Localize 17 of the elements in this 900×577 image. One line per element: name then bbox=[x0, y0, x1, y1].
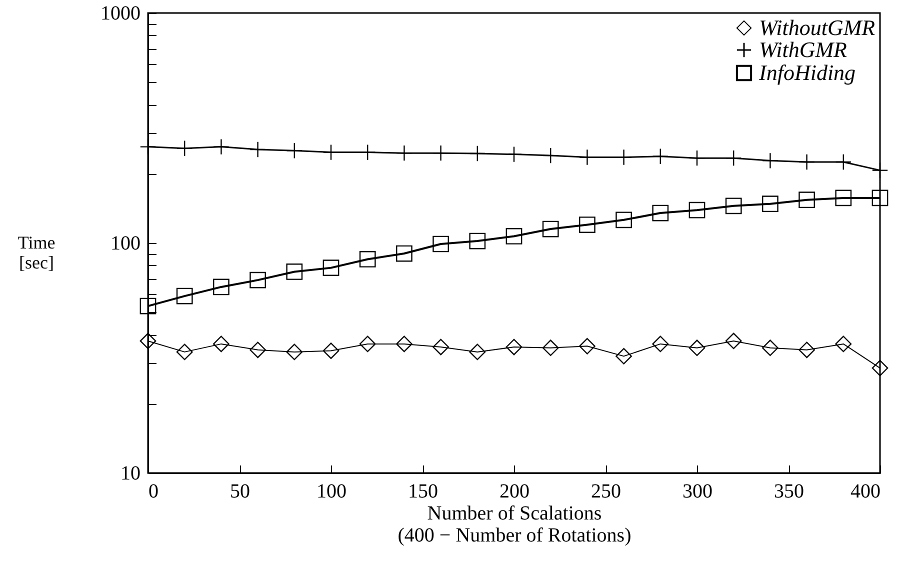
legend-label: InfoHiding bbox=[758, 60, 856, 85]
legend-label: WithGMR bbox=[759, 37, 848, 62]
x-tick-label: 150 bbox=[408, 480, 438, 502]
x-tick-label: 100 bbox=[316, 480, 346, 502]
x-tick-label: 0 bbox=[148, 480, 158, 502]
x-tick-label: 200 bbox=[500, 480, 530, 502]
x-tick-label: 50 bbox=[230, 480, 250, 502]
y-axis-title: Time [sec] bbox=[18, 232, 56, 272]
y-tick-label: 100 bbox=[110, 232, 140, 254]
y-tick-label: 1000 bbox=[100, 2, 140, 24]
x-tick-label: 300 bbox=[682, 480, 712, 502]
y-tick-label: 10 bbox=[120, 462, 140, 484]
x-tick-label: 400 bbox=[850, 480, 880, 502]
x-tick-label: 250 bbox=[591, 480, 621, 502]
legend-label: WithoutGMR bbox=[759, 15, 876, 40]
x-axis-title: Number of Scalations (400 − Number of Rotations) bbox=[398, 502, 632, 546]
x-tick-label: 350 bbox=[774, 480, 804, 502]
